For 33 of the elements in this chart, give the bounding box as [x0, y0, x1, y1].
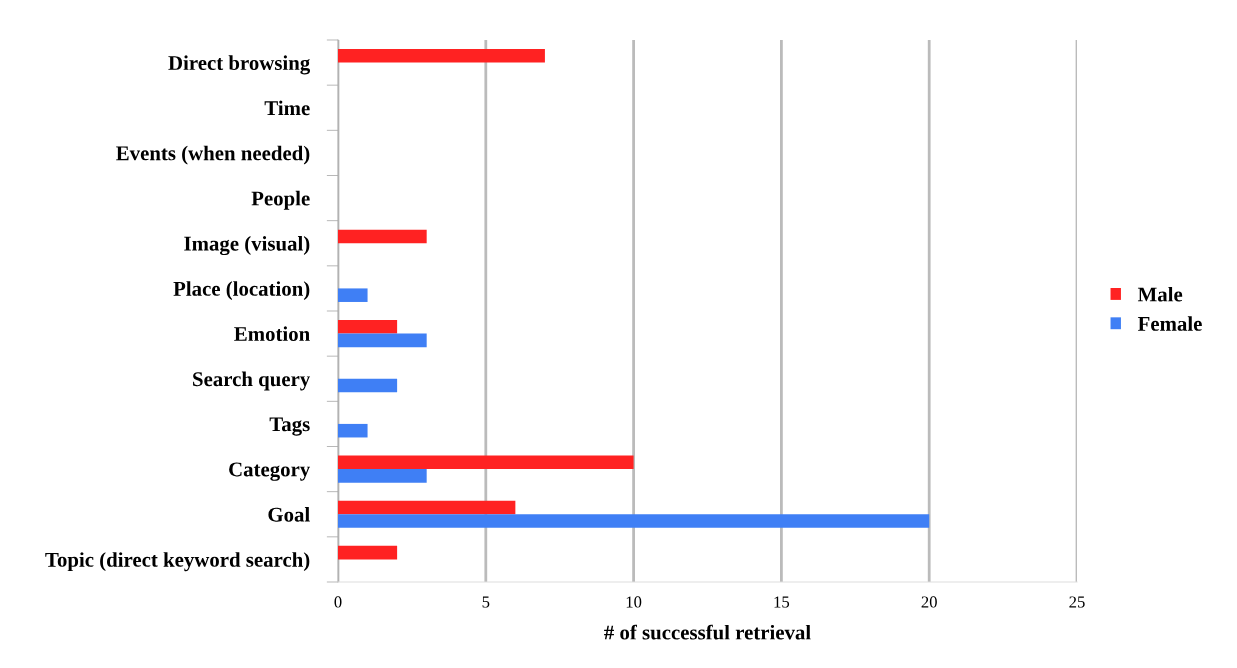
x-tick-label: 5: [482, 596, 490, 608]
y-tick-label: Goal: [268, 507, 310, 522]
bar: [338, 229, 427, 244]
x-tick-label: 15: [774, 596, 790, 608]
y-tick-label: People: [251, 190, 310, 210]
y-tick-label: Direct browsing: [168, 55, 311, 75]
x-tick-label: 25: [1069, 596, 1085, 608]
bar: [338, 455, 634, 470]
y-tick-label: Category: [229, 462, 311, 481]
y-tick-label: Tags: [269, 417, 310, 436]
bar: [338, 423, 368, 438]
bar: [338, 378, 398, 393]
bar: [338, 49, 545, 63]
y-tick-label: Image (visual): [184, 236, 310, 256]
y-tick-label: Topic (direct keyword search): [45, 552, 310, 572]
y-tick-label: Events (when needed): [116, 145, 310, 165]
bar: [338, 288, 368, 302]
bar: [338, 333, 427, 348]
x-tick-label: 10: [626, 596, 642, 608]
y-tick-label: Search query: [193, 371, 311, 391]
x-axis-title: # of successful retrieval: [604, 624, 811, 640]
y-tick-label: Emotion: [234, 326, 310, 342]
bar: [338, 500, 516, 515]
x-tick-label: 0: [334, 596, 342, 608]
y-tick-label: Time: [264, 100, 310, 116]
bar: [338, 469, 427, 483]
bar: [338, 545, 398, 560]
x-tick-label: 20: [921, 596, 937, 608]
legend-label: Male: [1137, 286, 1183, 302]
bar: [338, 320, 398, 334]
legend-label: Female: [1137, 316, 1202, 331]
bar: [338, 514, 930, 528]
y-tick-label: Place (location): [173, 281, 310, 301]
